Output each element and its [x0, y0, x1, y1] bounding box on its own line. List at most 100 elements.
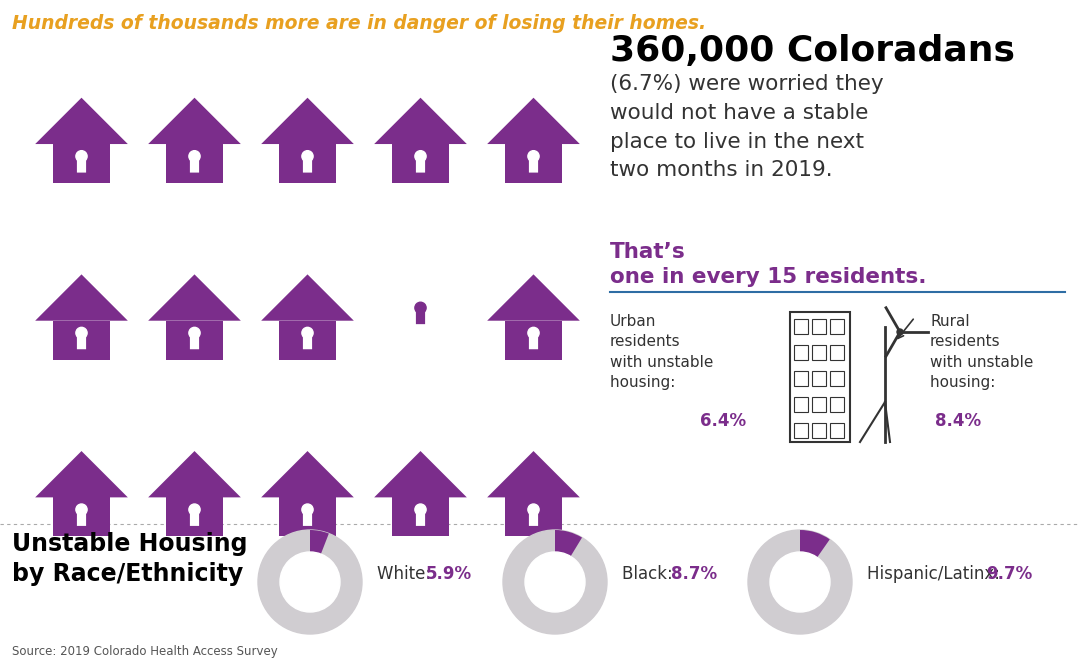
Polygon shape — [148, 97, 241, 144]
FancyBboxPatch shape — [415, 511, 425, 526]
Text: Black:: Black: — [622, 565, 678, 583]
FancyBboxPatch shape — [303, 334, 312, 349]
Text: 360,000 Coloradans: 360,000 Coloradans — [610, 34, 1015, 68]
Bar — [0, 524, 1079, 672]
Bar — [794, 397, 808, 412]
Circle shape — [415, 302, 426, 313]
Bar — [278, 144, 337, 183]
Bar — [505, 144, 562, 183]
Bar — [794, 371, 808, 386]
Polygon shape — [261, 97, 354, 144]
Bar — [812, 319, 827, 334]
Circle shape — [189, 151, 200, 162]
Polygon shape — [261, 451, 354, 497]
FancyBboxPatch shape — [303, 157, 312, 173]
Circle shape — [525, 552, 585, 612]
Bar — [812, 345, 827, 360]
FancyBboxPatch shape — [77, 157, 86, 173]
Circle shape — [302, 504, 313, 515]
Bar — [166, 497, 223, 536]
Bar — [278, 497, 337, 536]
FancyBboxPatch shape — [190, 157, 200, 173]
Bar — [812, 371, 827, 386]
FancyBboxPatch shape — [529, 511, 538, 526]
Text: Hundreds of thousands more are in danger of losing their homes.: Hundreds of thousands more are in danger… — [12, 14, 706, 33]
Circle shape — [302, 327, 313, 339]
Bar — [794, 423, 808, 438]
Polygon shape — [36, 451, 127, 497]
Bar — [830, 319, 844, 334]
Text: 5.9%: 5.9% — [426, 565, 473, 583]
Circle shape — [76, 151, 87, 162]
Text: That’s: That’s — [610, 242, 686, 262]
Text: 6.4%: 6.4% — [700, 412, 746, 430]
Circle shape — [189, 327, 200, 339]
Polygon shape — [488, 97, 579, 144]
Bar — [166, 144, 223, 183]
Bar — [53, 144, 110, 183]
Polygon shape — [36, 274, 127, 321]
Text: (6.7%) were worried they
would not have a stable
place to live in the next
two m: (6.7%) were worried they would not have … — [610, 74, 884, 180]
FancyBboxPatch shape — [529, 157, 538, 173]
FancyBboxPatch shape — [529, 334, 538, 349]
Polygon shape — [488, 451, 579, 497]
Circle shape — [528, 151, 540, 162]
Circle shape — [279, 552, 340, 612]
Wedge shape — [310, 530, 329, 582]
Bar — [392, 497, 449, 536]
FancyBboxPatch shape — [190, 511, 200, 526]
FancyBboxPatch shape — [77, 334, 86, 349]
Text: 9.7%: 9.7% — [986, 565, 1033, 583]
FancyBboxPatch shape — [415, 309, 425, 324]
Bar — [830, 371, 844, 386]
Text: White:: White: — [377, 565, 436, 583]
Bar — [392, 144, 449, 183]
Bar — [830, 345, 844, 360]
Text: Source: 2019 Colorado Health Access Survey: Source: 2019 Colorado Health Access Surv… — [12, 645, 277, 658]
Circle shape — [415, 504, 426, 515]
Circle shape — [76, 504, 87, 515]
Bar — [53, 497, 110, 536]
FancyBboxPatch shape — [77, 511, 86, 526]
Circle shape — [770, 552, 830, 612]
Polygon shape — [36, 97, 127, 144]
Circle shape — [189, 504, 200, 515]
Text: 8.7%: 8.7% — [671, 565, 718, 583]
Bar — [505, 321, 562, 360]
Bar — [794, 319, 808, 334]
Wedge shape — [555, 530, 582, 582]
FancyBboxPatch shape — [415, 157, 425, 173]
Bar — [166, 321, 223, 360]
Text: Unstable Housing
by Race/Ethnicity: Unstable Housing by Race/Ethnicity — [12, 532, 247, 586]
Wedge shape — [800, 530, 830, 582]
Bar — [505, 497, 562, 536]
Circle shape — [302, 151, 313, 162]
Circle shape — [503, 530, 607, 634]
Text: Rural
residents
with unstable
housing:: Rural residents with unstable housing: — [930, 314, 1034, 390]
Bar — [830, 397, 844, 412]
Polygon shape — [374, 97, 467, 144]
Bar — [278, 321, 337, 360]
Text: one in every 15 residents.: one in every 15 residents. — [610, 267, 927, 287]
Polygon shape — [148, 274, 241, 321]
Bar — [790, 312, 850, 442]
Circle shape — [897, 329, 903, 335]
Circle shape — [415, 151, 426, 162]
Circle shape — [748, 530, 852, 634]
Polygon shape — [148, 451, 241, 497]
Circle shape — [528, 327, 540, 339]
FancyBboxPatch shape — [303, 511, 312, 526]
Bar — [812, 423, 827, 438]
Polygon shape — [374, 451, 467, 497]
FancyBboxPatch shape — [190, 334, 200, 349]
Circle shape — [76, 327, 87, 339]
Text: Urban
residents
with unstable
housing:: Urban residents with unstable housing: — [610, 314, 713, 390]
Bar — [794, 345, 808, 360]
Bar — [830, 423, 844, 438]
Polygon shape — [488, 274, 579, 321]
Polygon shape — [261, 274, 354, 321]
Circle shape — [528, 504, 540, 515]
Bar — [53, 321, 110, 360]
Circle shape — [258, 530, 361, 634]
Text: Hispanic/Latinx:: Hispanic/Latinx: — [868, 565, 1006, 583]
